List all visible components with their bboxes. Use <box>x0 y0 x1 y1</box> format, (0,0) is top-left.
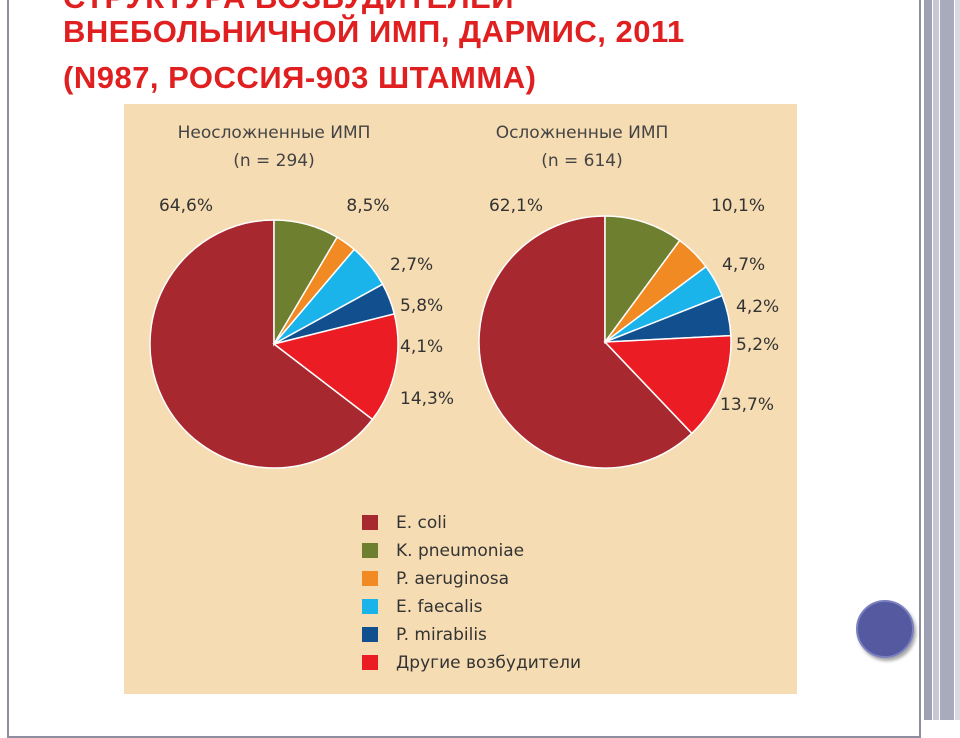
slice-label: 10,1% <box>711 196 765 216</box>
legend-swatch <box>362 627 378 642</box>
decorative-side-bar <box>933 0 939 720</box>
pie-slice <box>272 313 399 421</box>
slice-label: 14,3% <box>400 389 454 409</box>
slide-title-line-2: (N987, РОССИЯ-903 ШТАММА) <box>63 60 537 95</box>
slice-label: 13,7% <box>720 395 774 415</box>
chart-subtitle: (n = 294) <box>233 151 315 171</box>
slice-label: 5,8% <box>400 296 443 316</box>
slice-label: 62,1% <box>489 196 543 216</box>
pie-slice <box>149 219 374 469</box>
chart-panel: Неосложненные ИМП (n = 294) 64,6% 8,5% 2,7% 5… <box>124 104 797 694</box>
legend-label: K. pneumoniae <box>396 541 524 561</box>
next-slide-button[interactable] <box>856 600 914 658</box>
legend-swatch <box>362 571 378 586</box>
legend-swatch <box>362 515 378 530</box>
pie-slice <box>604 215 681 345</box>
slice-label: 5,2% <box>736 335 779 355</box>
decorative-side-bar <box>955 0 960 720</box>
legend-label: P. aeruginosa <box>396 569 509 589</box>
slice-label: 8,5% <box>346 196 389 216</box>
slice-label: 4,1% <box>400 337 443 357</box>
pie-slice <box>478 215 693 469</box>
legend-swatch <box>362 655 378 670</box>
legend-label: E. coli <box>396 513 447 533</box>
legend-swatch <box>362 543 378 558</box>
chart-title: Осложненные ИМП <box>496 123 669 143</box>
legend-label: P. mirabilis <box>396 625 487 645</box>
slice-label: 4,7% <box>722 255 765 275</box>
pie-chart-1: Осложненные ИМП (n = 614) 62,1% 10,1% 4,7% 4,… <box>478 123 779 469</box>
slide-title-line-1: ВНЕБОЛЬНИЧНОЙ ИМП, ДАРМИС, 2011 <box>63 14 685 49</box>
chart-subtitle: (n = 614) <box>541 151 623 171</box>
decorative-side-bar <box>924 0 932 720</box>
legend: E. coli K. pneumoniae P. aeruginosa E. faec… <box>362 513 581 673</box>
legend-swatch <box>362 599 378 614</box>
slice-label: 64,6% <box>159 196 213 216</box>
slide-title-line-0: СТРУКТУРА ВОЗБУДИТЕЛЕЙ <box>63 0 514 16</box>
decorative-side-bar <box>940 0 954 720</box>
legend-label: E. faecalis <box>396 597 483 617</box>
slice-label: 4,2% <box>736 297 779 317</box>
legend-label: Другие возбудители <box>396 653 581 673</box>
pie-charts: Неосложненные ИМП (n = 294) 64,6% 8,5% 2,7% 5… <box>149 123 779 673</box>
chart-title: Неосложненные ИМП <box>178 123 371 143</box>
slice-label: 2,7% <box>390 255 433 275</box>
pie-slice <box>603 334 732 435</box>
pie-chart-0: Неосложненные ИМП (n = 294) 64,6% 8,5% 2,7% 5… <box>149 123 454 469</box>
